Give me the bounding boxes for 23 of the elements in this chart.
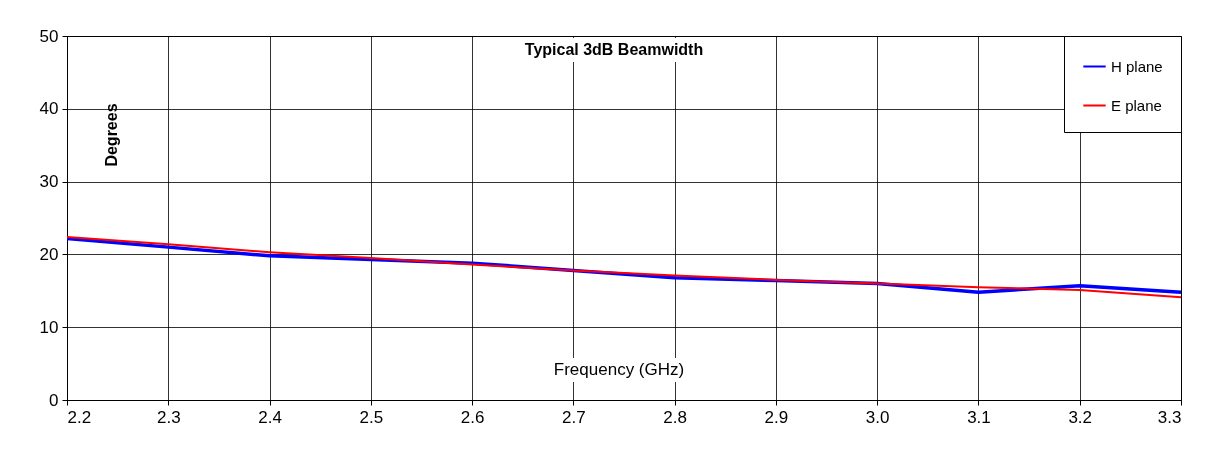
y-tick-label: 0 [49, 390, 59, 410]
chart-title: Typical 3dB Beamwidth [524, 41, 704, 58]
y-tick-label: 40 [39, 99, 59, 119]
x-tick-label: 2.2 [67, 407, 92, 427]
y-axis-title: Degrees [103, 103, 120, 167]
y-tick-label: 30 [39, 172, 59, 192]
x-tick-label: 3.3 [1157, 407, 1182, 427]
y-tick-label: 20 [39, 244, 59, 264]
x-tick-label: 2.4 [258, 407, 282, 427]
x-tick-label: 2.8 [663, 407, 687, 427]
x-tick-label: 2.9 [764, 407, 789, 427]
legend-label: E plane [1111, 96, 1162, 114]
x-tick-label: 2.3 [156, 407, 181, 427]
x-tick-label: 3.0 [865, 407, 890, 427]
x-tick-label: 2.6 [460, 407, 485, 427]
x-tick-label: 3.1 [967, 407, 991, 427]
y-tick-label: 50 [39, 26, 59, 46]
x-tick-label: 2.5 [359, 407, 384, 427]
legend-label: H plane [1111, 57, 1163, 75]
y-tick-label: 10 [39, 317, 59, 337]
x-tick-label: 3.2 [1068, 407, 1093, 427]
x-axis-title: Frequency (GHz) [553, 360, 685, 379]
x-tick-label: 2.7 [562, 407, 586, 427]
